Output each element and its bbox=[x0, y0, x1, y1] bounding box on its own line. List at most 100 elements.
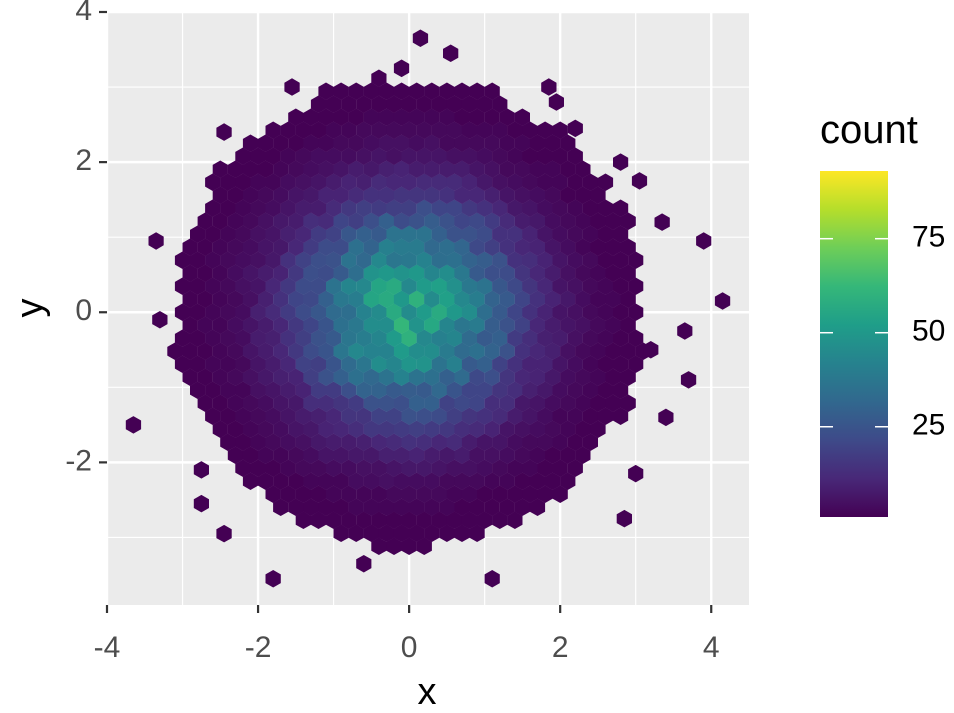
hex-bin bbox=[424, 290, 440, 308]
hex-bin bbox=[310, 199, 327, 217]
hex-bin bbox=[386, 485, 402, 503]
x-tick-label: -2 bbox=[245, 631, 272, 664]
hex-bin bbox=[469, 316, 485, 334]
hex-bin bbox=[356, 511, 372, 529]
hex-bin bbox=[242, 290, 259, 308]
hex-bin bbox=[371, 485, 387, 503]
hex-bin bbox=[597, 303, 614, 321]
hex-bin bbox=[227, 238, 243, 256]
hex-bin bbox=[545, 368, 561, 386]
hex-bin bbox=[560, 420, 576, 438]
hex-bin bbox=[560, 212, 576, 230]
hex-bin bbox=[273, 186, 289, 204]
hex-bin bbox=[461, 147, 478, 165]
hex-bin bbox=[469, 160, 485, 178]
hex-bin bbox=[220, 277, 236, 295]
hex-bin bbox=[310, 147, 327, 165]
hex-bin bbox=[575, 212, 591, 230]
hex-bin bbox=[197, 212, 213, 230]
hex-bin bbox=[258, 368, 274, 386]
hex-bin bbox=[461, 459, 478, 477]
hex-bin bbox=[469, 420, 485, 438]
hex-bin bbox=[386, 381, 402, 399]
hex-bin bbox=[575, 420, 591, 438]
hex-bin bbox=[303, 446, 319, 464]
hex-bin bbox=[371, 511, 387, 529]
hex-bin bbox=[567, 459, 583, 477]
hex-bin bbox=[356, 381, 372, 399]
hex-bin bbox=[567, 225, 583, 243]
hex-bin bbox=[529, 264, 546, 282]
hex-bin bbox=[424, 238, 440, 256]
hex-bin bbox=[205, 199, 221, 217]
hex-bin bbox=[303, 394, 319, 412]
hex-bin bbox=[341, 251, 357, 269]
hex-bin bbox=[529, 316, 546, 334]
hex-bin bbox=[378, 82, 395, 100]
hex-bin bbox=[341, 355, 357, 373]
hex-bin bbox=[371, 225, 387, 243]
hex-bin bbox=[477, 433, 493, 451]
hex-bin bbox=[393, 524, 410, 542]
hex-bin bbox=[582, 173, 598, 191]
hex-bin bbox=[284, 78, 300, 96]
hex-bin bbox=[575, 342, 591, 360]
hex-bin bbox=[575, 290, 591, 308]
hex-bin bbox=[484, 238, 500, 256]
hex-bin bbox=[288, 368, 304, 386]
hex-bin bbox=[424, 316, 440, 334]
hex-bin bbox=[590, 368, 606, 386]
hex-bin bbox=[605, 316, 621, 334]
hex-bin bbox=[288, 394, 304, 412]
hex-bin bbox=[484, 290, 500, 308]
hex-bin bbox=[333, 238, 349, 256]
hex-bin bbox=[341, 511, 357, 529]
hex-bin bbox=[567, 173, 583, 191]
hex-bin bbox=[242, 186, 259, 204]
hex-bin bbox=[220, 329, 236, 347]
hex-bin bbox=[280, 329, 296, 347]
hex-bin bbox=[333, 368, 349, 386]
hex-bin bbox=[492, 147, 508, 165]
hex-bin bbox=[216, 123, 232, 141]
hex-bin bbox=[378, 186, 395, 204]
hex-bin bbox=[386, 433, 402, 451]
hex-bin bbox=[393, 446, 410, 464]
hex-bin bbox=[431, 433, 447, 451]
hex-bin bbox=[280, 225, 296, 243]
hex-bin bbox=[605, 264, 621, 282]
hex-bin bbox=[295, 225, 311, 243]
hex-bin bbox=[499, 160, 515, 178]
hex-bin bbox=[597, 329, 614, 347]
hex-bin bbox=[273, 498, 289, 516]
hex-bin bbox=[529, 394, 546, 412]
hex-bin bbox=[341, 277, 357, 295]
hex-bin bbox=[227, 316, 243, 334]
hex-bin bbox=[416, 251, 432, 269]
hex-bin bbox=[484, 446, 500, 464]
hex-bin bbox=[613, 225, 629, 243]
hex-bin bbox=[363, 420, 379, 438]
hex-bin bbox=[386, 147, 402, 165]
hex-bin bbox=[310, 303, 327, 321]
hex-bin bbox=[378, 472, 395, 490]
hex-bin bbox=[545, 264, 561, 282]
hex-bin bbox=[446, 433, 463, 451]
hex-bin bbox=[212, 316, 228, 334]
hex-bin bbox=[552, 147, 568, 165]
hex-bin bbox=[522, 433, 538, 451]
hex-bin bbox=[529, 498, 546, 516]
hex-bin bbox=[431, 329, 447, 347]
hex-bin bbox=[378, 342, 395, 360]
hex-bin bbox=[235, 303, 251, 321]
hex-bin bbox=[348, 186, 364, 204]
hex-bin bbox=[333, 82, 349, 100]
hex-bin bbox=[514, 368, 530, 386]
hex-bin bbox=[148, 232, 164, 250]
hex-bin bbox=[242, 238, 259, 256]
hex-bin bbox=[333, 524, 349, 542]
hex-bin bbox=[348, 368, 364, 386]
hex-bin bbox=[514, 264, 530, 282]
hex-bin bbox=[333, 472, 349, 490]
